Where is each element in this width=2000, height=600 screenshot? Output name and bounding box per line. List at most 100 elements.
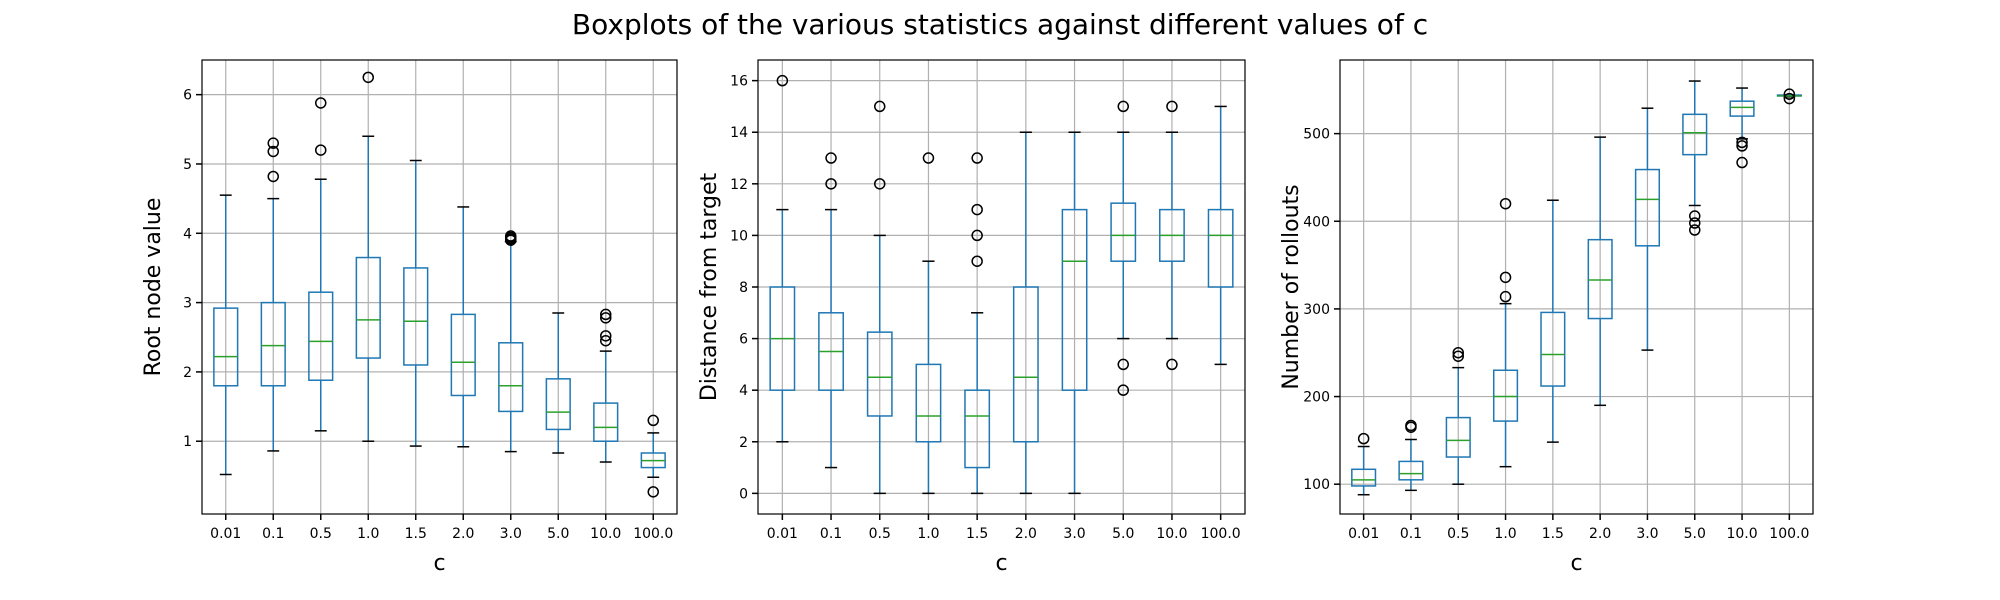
- x-tick-label: 10.0: [1156, 526, 1187, 542]
- box-3.0: [1634, 107, 1661, 351]
- x-axis-label: c: [433, 551, 445, 576]
- box-0.01: [213, 194, 239, 476]
- y-tick-label: 5: [183, 157, 192, 173]
- axes-frame: [201, 59, 678, 515]
- iqr-box: [1634, 168, 1661, 247]
- box-100.0: [640, 414, 666, 498]
- outlier-point: [1166, 358, 1178, 371]
- iqr-box: [1540, 311, 1566, 387]
- box-10.0: [593, 308, 619, 463]
- y-tick-label: 10: [730, 228, 748, 244]
- y-tick-label: 100: [1303, 477, 1330, 493]
- outlier-point: [505, 230, 517, 242]
- outlier-point: [1357, 432, 1370, 445]
- y-tick-label: 0: [739, 486, 748, 502]
- outlier-point: [362, 71, 374, 84]
- y-tick-label: 300: [1303, 302, 1330, 318]
- box-1.0: [1492, 197, 1519, 468]
- outlier-point: [1689, 217, 1701, 229]
- iqr-box: [1061, 208, 1088, 391]
- outlier-point: [1117, 384, 1129, 396]
- box-0.1: [1398, 419, 1424, 492]
- outlier-point: [1783, 88, 1796, 100]
- outlier-point: [1117, 358, 1129, 371]
- x-tick-label: 1.5: [405, 526, 427, 542]
- box-0.01: [1351, 432, 1377, 496]
- outlier-point: [776, 74, 789, 87]
- x-tick-label: 5.0: [547, 526, 569, 542]
- y-axis-label: Root node value: [141, 198, 166, 377]
- outlier-point: [267, 170, 279, 183]
- outlier-point: [647, 414, 659, 427]
- iqr-box: [260, 301, 286, 387]
- axes-frame: [1339, 59, 1814, 515]
- outlier-point: [1736, 140, 1748, 152]
- outlier-point: [600, 330, 612, 342]
- x-axis-label: c: [1570, 551, 1582, 576]
- outlier-point: [922, 152, 935, 164]
- outlier-point: [1499, 290, 1512, 303]
- x-tick-label: 1.5: [966, 526, 988, 542]
- box-100.0: [1776, 88, 1802, 105]
- panel-3: 100 200 300 400 500 0.01 0.1 0.5 1.0 1.5 2.0 3.0 5.0…: [1279, 59, 1814, 576]
- outlier-point: [1499, 197, 1512, 210]
- outlier-point: [971, 203, 983, 216]
- panel-2: 0 2 4 6 8 10 12 14 16 0.01 0.1 0.5 1.0 1.5 2.0 3.0 5.0 10…: [697, 59, 1246, 576]
- box-100.0: [1207, 105, 1234, 366]
- outlier-point: [874, 178, 886, 190]
- iqr-box: [1729, 100, 1755, 117]
- y-axis-label: Number of rollouts: [1279, 184, 1304, 389]
- box-5.0: [545, 312, 571, 454]
- outlier-point: [1689, 224, 1701, 236]
- iqr-box: [355, 256, 381, 359]
- box-0.1: [818, 152, 844, 469]
- iqr-box: [308, 291, 334, 381]
- iqr-box: [1351, 468, 1377, 487]
- box-0.5: [1445, 346, 1471, 485]
- x-tick-label: 10.0: [1726, 526, 1757, 542]
- outlier-point: [600, 312, 612, 324]
- x-tick-label: 5.0: [1684, 526, 1706, 542]
- outlier-point: [1689, 210, 1701, 222]
- figure-title: Boxplots of the various statistics again…: [572, 8, 1428, 41]
- y-tick-label: 400: [1303, 214, 1330, 230]
- x-tick-label: 2.0: [1015, 526, 1037, 542]
- box-5.0: [1110, 100, 1137, 396]
- outlier-point: [971, 229, 983, 242]
- outlier-point: [1783, 92, 1796, 105]
- y-tick-label: 4: [739, 383, 748, 399]
- x-tick-label: 2.0: [452, 526, 474, 542]
- box-2.0: [450, 206, 476, 448]
- outlier-point: [874, 100, 886, 113]
- y-tick-label: 8: [739, 280, 748, 296]
- iqr-box: [1682, 113, 1708, 156]
- box-10.0: [1159, 100, 1185, 371]
- outlier-point: [1166, 100, 1178, 113]
- outlier-point: [1736, 156, 1748, 169]
- outlier-point: [1452, 346, 1464, 359]
- iqr-box: [545, 378, 571, 431]
- box-2.0: [1587, 136, 1613, 407]
- box-0.01: [769, 74, 796, 443]
- y-tick-label: 1: [183, 434, 192, 450]
- x-tick-label: 0.5: [1447, 526, 1469, 542]
- x-tick-label: 1.5: [1542, 526, 1564, 542]
- box-5.0: [1682, 80, 1708, 236]
- y-tick-label: 2: [183, 365, 192, 381]
- iqr-box: [964, 389, 991, 469]
- box-0.1: [260, 137, 286, 452]
- box-1.5: [403, 159, 429, 447]
- iqr-box: [1587, 238, 1613, 320]
- box-0.5: [308, 97, 334, 432]
- iqr-box: [1445, 416, 1471, 458]
- x-tick-label: 3.0: [1636, 526, 1658, 542]
- outlier-point: [600, 308, 612, 321]
- iqr-box: [915, 363, 942, 443]
- y-axis-label: Distance from target: [697, 172, 722, 401]
- outlier-point: [315, 144, 327, 156]
- iqr-box: [450, 313, 476, 397]
- x-tick-label: 1.0: [1494, 526, 1516, 542]
- outlier-point: [971, 152, 983, 164]
